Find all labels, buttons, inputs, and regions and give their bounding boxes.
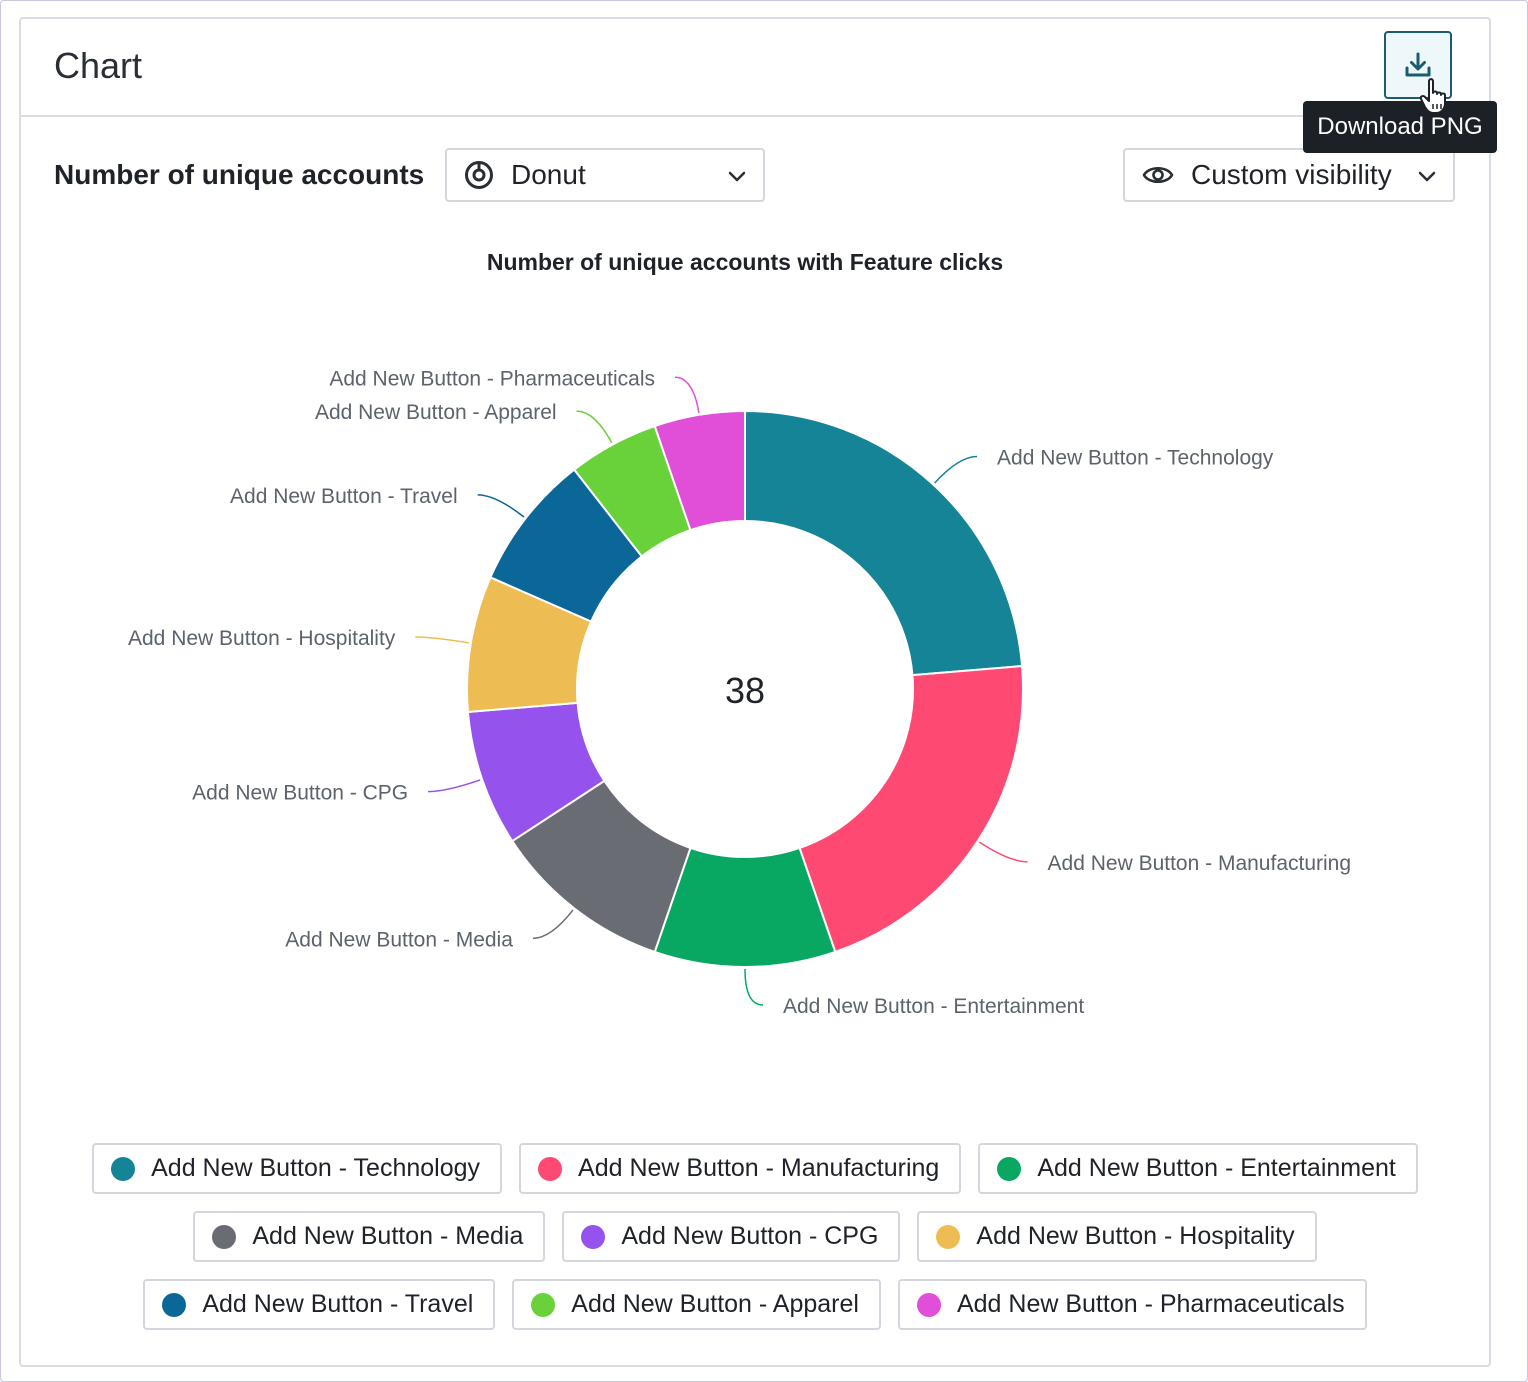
donut-icon (463, 159, 495, 191)
legend-item[interactable]: Add New Button - Manufacturing (519, 1143, 962, 1194)
donut-slice[interactable] (798, 664, 1024, 954)
legend-row: Add New Button - Travel Add New Button - … (21, 1279, 1489, 1330)
slice-leader-line (934, 455, 978, 484)
legend-color-dot (916, 1292, 941, 1317)
legend-item[interactable]: Add New Button - Apparel (512, 1279, 881, 1330)
slice-leader-line (428, 779, 481, 793)
legend-color-dot (538, 1156, 563, 1181)
slice-label: Add New Button - Travel (230, 485, 458, 508)
legend-label: Add New Button - Manufacturing (578, 1154, 940, 1182)
legend-item[interactable]: Add New Button - Entertainment (978, 1143, 1418, 1194)
download-png-button[interactable] (1384, 31, 1452, 99)
slice-leader-line (532, 909, 574, 940)
slice-leader-line (415, 636, 469, 644)
donut-chart: Number of unique accounts with Feature c… (128, 249, 1351, 1018)
card-title: Chart (54, 45, 143, 86)
slice-leader-line (744, 968, 764, 1006)
hand-cursor-icon (1419, 77, 1451, 122)
slice-label: Add New Button - Entertainment (783, 995, 1084, 1018)
chevron-down-icon (1415, 164, 1439, 188)
legend-label: Add New Button - Pharmaceuticals (956, 1290, 1345, 1318)
chevron-down-icon (725, 164, 749, 188)
donut-slice[interactable] (653, 409, 746, 532)
slice-label: Add New Button - Hospitality (128, 627, 396, 650)
slice-leader-line (674, 376, 700, 413)
legend-item[interactable]: Add New Button - Hospitality (917, 1211, 1317, 1262)
legend-label: Add New Button - Entertainment (1037, 1154, 1396, 1182)
legend-color-dot (212, 1224, 237, 1249)
legend-label: Add New Button - Apparel (571, 1290, 859, 1318)
slice-label: Add New Button - CPG (192, 782, 408, 805)
chart-card: Chart Number of unique accounts D (19, 17, 1491, 1367)
slice-label: Add New Button - Media (285, 928, 513, 951)
donut-center-value: 38 (725, 670, 765, 711)
metric-label: Number of unique accounts (54, 159, 425, 190)
download-icon (1403, 50, 1433, 80)
legend-label: Add New Button - Hospitality (976, 1222, 1295, 1250)
slice-label: Add New Button - Manufacturing (1048, 852, 1352, 875)
visibility-value: Custom visibility (1191, 159, 1392, 190)
donut-slice[interactable] (744, 409, 1024, 677)
slice-label: Add New Button - Apparel (315, 401, 557, 424)
legend-label: Add New Button - Technology (151, 1154, 481, 1182)
slice-labels: Add New Button - Technology Add New Butto… (128, 367, 1351, 1018)
slice-leader-line (576, 410, 613, 444)
legend-label: Add New Button - CPG (621, 1222, 879, 1250)
slice-leader-line (477, 494, 525, 518)
legend-item[interactable]: Add New Button - Technology (92, 1143, 503, 1194)
card-header: Chart (21, 19, 1489, 117)
slice-label: Add New Button - Pharmaceuticals (329, 367, 655, 390)
donut-slices (466, 409, 1024, 968)
chart-legend: Add New Button - Technology Add New Butto… (21, 1143, 1489, 1347)
chart-type-value: Donut (511, 159, 586, 190)
legend-item[interactable]: Add New Button - Travel (143, 1279, 496, 1330)
legend-color-dot (162, 1292, 187, 1317)
legend-item[interactable]: Add New Button - Media (193, 1211, 546, 1262)
slice-leader-line (978, 841, 1028, 863)
legend-row: Add New Button - Media Add New Button - C… (21, 1211, 1489, 1262)
legend-color-dot (111, 1156, 136, 1181)
legend-item[interactable]: Add New Button - CPG (562, 1211, 901, 1262)
eye-icon (1141, 158, 1175, 192)
legend-row: Add New Button - Technology Add New Butto… (21, 1143, 1489, 1194)
slice-label: Add New Button - Technology (997, 447, 1274, 470)
legend-label: Add New Button - Media (252, 1222, 524, 1250)
chart-title: Number of unique accounts with Feature c… (487, 249, 1003, 275)
legend-item[interactable]: Add New Button - Pharmaceuticals (897, 1279, 1367, 1330)
slice-leaders (415, 376, 1028, 1006)
legend-color-dot (581, 1224, 606, 1249)
legend-color-dot (936, 1224, 961, 1249)
legend-label: Add New Button - Travel (202, 1290, 474, 1318)
chart-type-select[interactable]: Donut (445, 148, 765, 202)
legend-color-dot (997, 1156, 1022, 1181)
legend-color-dot (531, 1292, 556, 1317)
visibility-select[interactable]: Custom visibility (1123, 148, 1455, 202)
download-tooltip: Download PNG (1303, 101, 1497, 153)
